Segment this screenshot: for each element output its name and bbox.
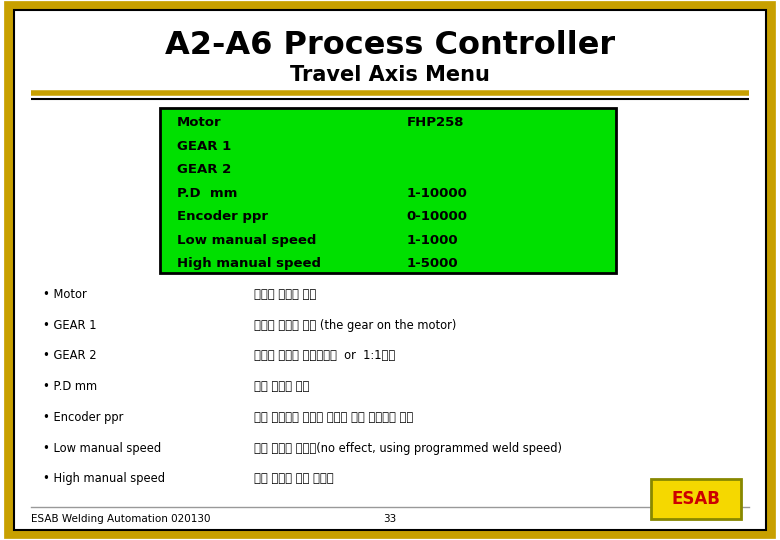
- Text: • GEAR 1: • GEAR 1: [43, 319, 97, 332]
- Text: 첫번째 기어를 선택 (the gear on the motor): 첫번째 기어를 선택 (the gear on the motor): [254, 319, 456, 332]
- Text: ESAB: ESAB: [672, 490, 721, 508]
- FancyBboxPatch shape: [160, 108, 616, 273]
- Text: 1-5000: 1-5000: [406, 257, 458, 270]
- Text: GEAR 2: GEAR 2: [177, 163, 232, 176]
- Text: 0-10000: 0-10000: [406, 210, 467, 223]
- Text: • GEAR 2: • GEAR 2: [43, 349, 97, 362]
- Text: FHP258: FHP258: [406, 116, 464, 129]
- Text: Travel Axis Menu: Travel Axis Menu: [290, 64, 490, 85]
- Text: 휴의 직경을 입력: 휴의 직경을 입력: [254, 380, 309, 393]
- Text: A2-A6 Process Controller: A2-A6 Process Controller: [165, 30, 615, 62]
- Text: 만약 엔코드라 타코가 있다면 폄스 주파수를 입력: 만약 엔코드라 타코가 있다면 폄스 주파수를 입력: [254, 411, 413, 424]
- Text: 1-10000: 1-10000: [406, 187, 467, 200]
- Text: Encoder ppr: Encoder ppr: [177, 210, 268, 223]
- Text: Motor: Motor: [177, 116, 222, 129]
- Text: 두번째 기어를 선택하거나  or  1:1설정: 두번째 기어를 선택하거나 or 1:1설정: [254, 349, 395, 362]
- Text: • P.D mm: • P.D mm: [43, 380, 97, 393]
- Text: 수동 트래블 스피드(no effect, using programmed weld speed): 수동 트래블 스피드(no effect, using programmed w…: [254, 442, 562, 455]
- Text: High manual speed: High manual speed: [177, 257, 321, 270]
- Text: 33: 33: [384, 515, 396, 524]
- Text: 수동 트래블 고속 스피스: 수동 트래블 고속 스피스: [254, 472, 333, 485]
- Text: 트래블 모타를 선택: 트래블 모타를 선택: [254, 288, 316, 301]
- FancyBboxPatch shape: [651, 479, 741, 519]
- Text: • Low manual speed: • Low manual speed: [43, 442, 161, 455]
- Text: • High manual speed: • High manual speed: [43, 472, 165, 485]
- Text: GEAR 1: GEAR 1: [177, 140, 232, 153]
- Text: • Encoder ppr: • Encoder ppr: [43, 411, 123, 424]
- Text: • Motor: • Motor: [43, 288, 87, 301]
- Text: 1-1000: 1-1000: [406, 234, 458, 247]
- Text: ESAB Welding Automation 020130: ESAB Welding Automation 020130: [31, 515, 211, 524]
- Text: P.D  mm: P.D mm: [177, 187, 237, 200]
- Text: Low manual speed: Low manual speed: [177, 234, 317, 247]
